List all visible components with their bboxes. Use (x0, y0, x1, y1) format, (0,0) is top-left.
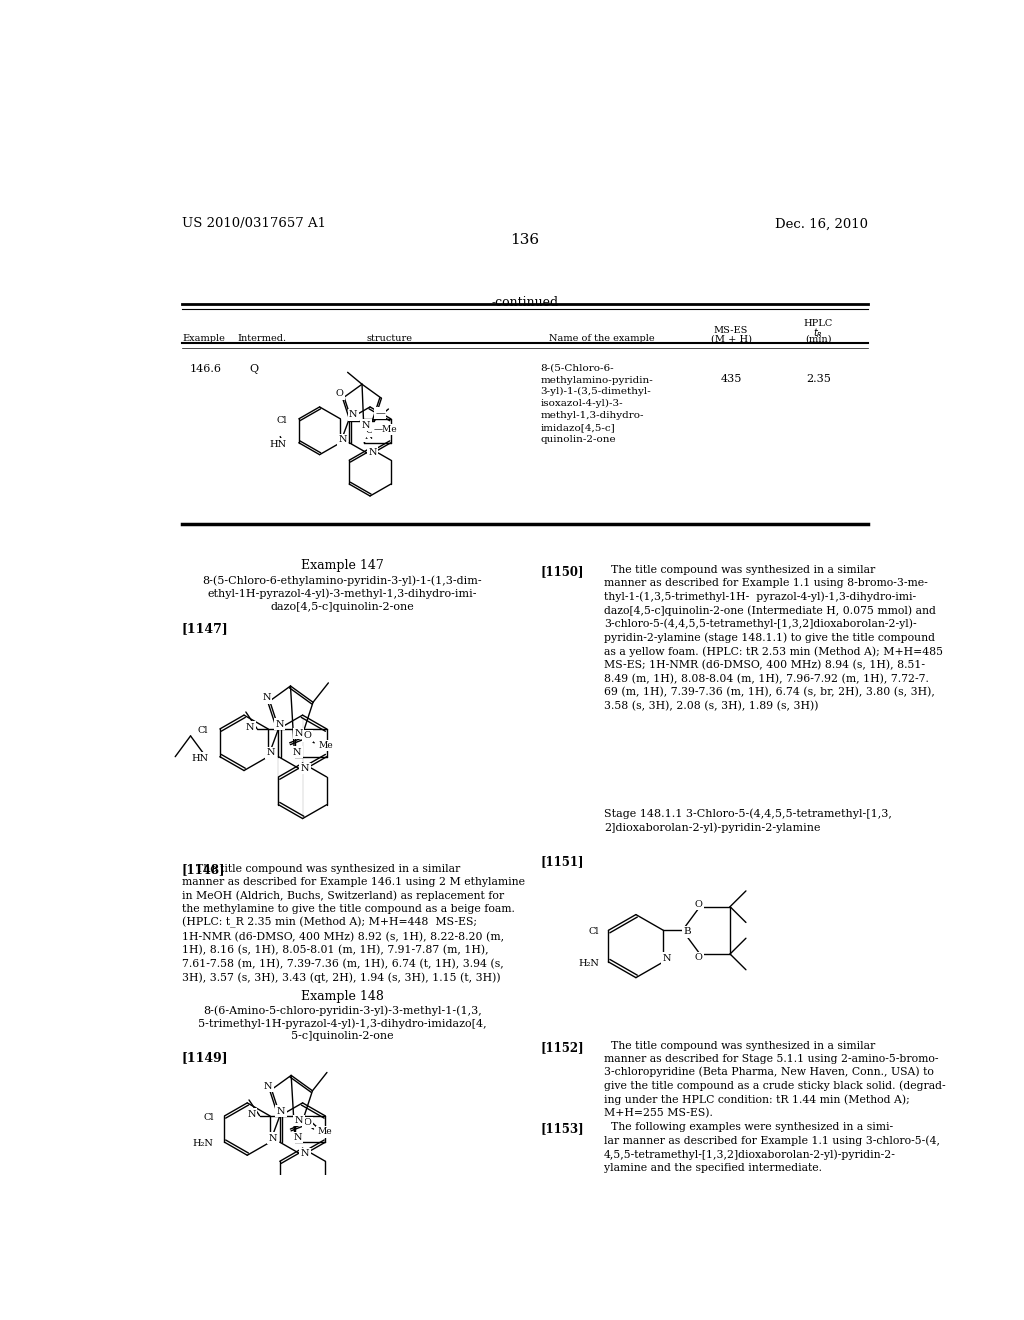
Text: The following examples were synthesized in a simi-
lar manner as described for E: The following examples were synthesized … (604, 1122, 940, 1172)
Text: N: N (276, 1106, 286, 1115)
Text: Cl: Cl (276, 416, 287, 425)
Text: Cl: Cl (198, 726, 208, 735)
Text: 2.35: 2.35 (806, 374, 830, 384)
Text: H₂N: H₂N (193, 1139, 214, 1148)
Text: [1149]: [1149] (182, 1051, 228, 1064)
Text: 5-c]quinolin-2-one: 5-c]quinolin-2-one (291, 1031, 393, 1041)
Text: Example 147: Example 147 (301, 558, 384, 572)
Text: B: B (683, 928, 691, 936)
Text: ethyl-1H-pyrazol-4-yl)-3-methyl-1,3-dihydro-imi-: ethyl-1H-pyrazol-4-yl)-3-methyl-1,3-dihy… (208, 589, 477, 599)
Text: Me: Me (317, 1127, 332, 1137)
Text: N: N (339, 436, 347, 444)
Text: dazo[4,5-c]quinolin-2-one: dazo[4,5-c]quinolin-2-one (270, 602, 414, 611)
Text: Stage 148.1.1 3-Chloro-5-(4,4,5,5-tetramethyl-[1,3,
2]dioxaborolan-2-yl)-pyridin: Stage 148.1.1 3-Chloro-5-(4,4,5,5-tetram… (604, 809, 892, 833)
Text: N: N (365, 432, 374, 441)
Text: O: O (304, 731, 311, 741)
Text: Dec. 16, 2010: Dec. 16, 2010 (774, 218, 867, 231)
Text: N: N (361, 421, 371, 429)
Text: 136: 136 (510, 232, 540, 247)
Text: N: N (349, 411, 357, 420)
Text: 5-trimethyl-1H-pyrazol-4-yl)-1,3-dihydro-imidazo[4,: 5-trimethyl-1H-pyrazol-4-yl)-1,3-dihydro… (198, 1018, 486, 1028)
Text: [1148]: [1148] (182, 863, 225, 875)
Text: N: N (268, 1134, 276, 1143)
Text: -continued: -continued (492, 296, 558, 309)
Text: O: O (694, 900, 702, 909)
Text: 8-(5-Chloro-6-
methylamino-pyridin-
3-yl)-1-(3,5-dimethyl-
isoxazol-4-yl)-3-
met: 8-(5-Chloro-6- methylamino-pyridin- 3-yl… (541, 364, 653, 444)
Text: N: N (264, 1081, 272, 1090)
Text: Example 148: Example 148 (301, 990, 384, 1003)
Text: N: N (293, 1133, 302, 1142)
Text: HPLC: HPLC (804, 319, 834, 327)
Text: Me: Me (318, 741, 333, 750)
Text: Q: Q (250, 364, 258, 374)
Text: The title compound was synthesized in a similar
manner as described for Example : The title compound was synthesized in a … (604, 565, 943, 711)
Text: N: N (262, 693, 270, 702)
Text: Cl: Cl (589, 928, 599, 936)
Text: O: O (694, 953, 702, 962)
Text: HN: HN (269, 440, 287, 449)
Text: N: N (301, 764, 309, 774)
Text: structure: structure (367, 334, 413, 343)
Text: N: N (294, 729, 303, 738)
Text: [1147]: [1147] (182, 622, 228, 635)
Text: N: N (295, 1117, 303, 1125)
Text: 8-(5-Chloro-6-ethylamino-pyridin-3-yl)-1-(1,3-dim-: 8-(5-Chloro-6-ethylamino-pyridin-3-yl)-1… (203, 576, 482, 586)
Text: MS-ES: MS-ES (714, 326, 749, 335)
Text: The title compound was synthesized in a similar
manner as described for Stage 5.: The title compound was synthesized in a … (604, 1040, 946, 1118)
Text: N: N (301, 1150, 309, 1158)
Text: —Me: —Me (374, 425, 397, 434)
Text: O: O (303, 1118, 311, 1127)
Text: N: N (247, 1110, 256, 1118)
Text: $t_R$: $t_R$ (813, 326, 823, 341)
Text: (min): (min) (805, 334, 831, 343)
Text: [1150]: [1150] (541, 565, 584, 578)
Text: Cl: Cl (203, 1113, 214, 1122)
Text: 146.6: 146.6 (189, 364, 222, 374)
Text: [1152]: [1152] (541, 1040, 585, 1053)
Text: N: N (368, 447, 377, 457)
Text: —: — (376, 409, 385, 417)
Text: Example: Example (182, 334, 225, 343)
Text: O: O (336, 389, 343, 399)
Text: [1153]: [1153] (541, 1122, 585, 1135)
Text: N: N (275, 719, 284, 729)
Text: (M + H): (M + H) (711, 334, 752, 343)
Text: US 2010/0317657 A1: US 2010/0317657 A1 (182, 218, 326, 231)
Text: N: N (663, 953, 671, 962)
Text: N: N (293, 747, 301, 756)
Text: N: N (246, 722, 254, 731)
Text: The title compound was synthesized in a similar
manner as described for Example : The title compound was synthesized in a … (182, 863, 525, 982)
Text: Name of the example: Name of the example (549, 334, 654, 343)
Text: 435: 435 (721, 374, 741, 384)
Text: 8-(6-Amino-5-chloro-pyridin-3-yl)-3-methyl-1-(1,3,: 8-(6-Amino-5-chloro-pyridin-3-yl)-3-meth… (203, 1005, 481, 1015)
Text: O: O (366, 426, 373, 436)
Text: Intermed.: Intermed. (238, 334, 287, 343)
Text: H₂N: H₂N (579, 958, 599, 968)
Text: N: N (266, 748, 274, 758)
Text: HN: HN (191, 754, 209, 763)
Text: [1151]: [1151] (541, 854, 584, 867)
